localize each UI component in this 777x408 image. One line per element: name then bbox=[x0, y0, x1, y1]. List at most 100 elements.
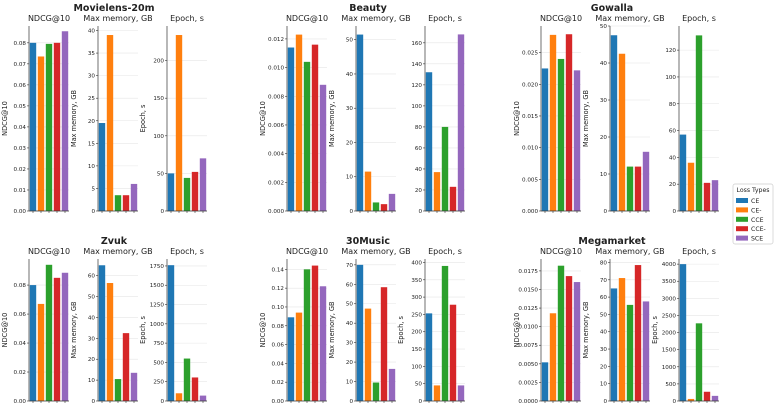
bar-CCE bbox=[45, 43, 53, 211]
bar-CE bbox=[541, 362, 549, 401]
y-tick-label: 100 bbox=[411, 364, 422, 370]
bar-CE bbox=[287, 47, 295, 211]
bar-SCE bbox=[573, 70, 581, 212]
y-tick-label: 80 bbox=[669, 102, 677, 108]
bar-CCE- bbox=[380, 287, 388, 401]
y-tick-label: 500 bbox=[665, 382, 676, 388]
bar-CCE bbox=[303, 61, 311, 211]
bar-CE- bbox=[433, 172, 441, 211]
y-axis-label: Epoch, s bbox=[651, 316, 659, 344]
subplot-13: 0 10 20 30 40 50 60 70 Max memory, GB Max memory,… bbox=[328, 247, 411, 405]
subplot-17: 0 500 1000 1500 2000 2500 3000 3500 4000 Epoch, s… bbox=[651, 247, 719, 405]
y-tick-label: 40 bbox=[346, 72, 354, 78]
y-tick-label: 30 bbox=[346, 341, 354, 347]
y-tick-label: 120 bbox=[665, 48, 676, 54]
y-tick-label: 0.05 bbox=[14, 104, 27, 110]
bar-SCE bbox=[388, 368, 396, 401]
subplot-title: Epoch, s bbox=[170, 14, 204, 23]
bar-CE- bbox=[364, 171, 372, 211]
y-tick-label: 350 bbox=[411, 278, 422, 284]
bar-SCE bbox=[711, 180, 719, 211]
subplot-title: NDCG@10 bbox=[540, 247, 582, 256]
subplot-6: 0.000 0.005 0.010 0.015 0.020 0.025 NDCG@10 NDC… bbox=[513, 14, 582, 215]
subplot-title: NDCG@10 bbox=[286, 247, 328, 256]
y-tick-label: 50 bbox=[600, 24, 608, 30]
bar-CCE- bbox=[122, 195, 130, 211]
bar-CCE bbox=[626, 166, 634, 211]
y-tick-label: 20 bbox=[600, 135, 608, 141]
bar-SCE bbox=[388, 193, 396, 211]
y-tick-label: 0 bbox=[418, 399, 422, 405]
bar-CCE- bbox=[191, 377, 199, 401]
y-tick-label: 60 bbox=[669, 129, 677, 135]
bar-CCE- bbox=[449, 304, 457, 401]
bar-CCE- bbox=[634, 166, 642, 211]
y-tick-label: 0.0125 bbox=[518, 306, 538, 312]
subplot-title: Max memory, GB bbox=[83, 247, 152, 256]
y-tick-label: 0.0150 bbox=[518, 287, 538, 293]
subplot-title: NDCG@10 bbox=[28, 247, 70, 256]
bar-SCE bbox=[199, 395, 207, 401]
subplot-16: 0 10 20 30 40 50 60 70 80 Max memory, GB Max memor… bbox=[582, 247, 665, 405]
y-tick-label: 300 bbox=[411, 295, 422, 301]
bar-CE bbox=[98, 265, 106, 401]
bar-CE bbox=[98, 123, 106, 211]
legend-label: CCE bbox=[751, 217, 764, 224]
bar-SCE bbox=[457, 34, 465, 212]
y-tick-label: 60 bbox=[346, 282, 354, 288]
y-tick-label: 0.08 bbox=[272, 324, 285, 330]
y-tick-label: 70 bbox=[600, 278, 608, 284]
bar-SCE bbox=[711, 395, 719, 401]
y-tick-label: 0.02 bbox=[272, 380, 284, 386]
bar-CCE bbox=[695, 323, 703, 401]
y-tick-label: 1250 bbox=[150, 303, 165, 309]
y-tick-label: 30 bbox=[600, 347, 608, 353]
bar-CE bbox=[425, 313, 433, 401]
y-tick-label: 80 bbox=[415, 125, 423, 131]
bar-SCE bbox=[199, 158, 207, 211]
bar-CCE- bbox=[634, 265, 642, 401]
bar-CCE- bbox=[449, 186, 457, 211]
y-tick-label: 0.04 bbox=[272, 361, 285, 367]
dataset-title-movielens: Movielens-20m bbox=[73, 3, 154, 14]
bar-CE- bbox=[687, 398, 695, 401]
legend-label: CCE- bbox=[751, 226, 766, 233]
subplot-title: Epoch, s bbox=[428, 14, 462, 23]
subplot-title: Epoch, s bbox=[428, 247, 462, 256]
bar-CCE bbox=[45, 264, 53, 401]
bar-CCE bbox=[183, 358, 191, 401]
y-tick-label: 35 bbox=[88, 51, 96, 57]
bar-CCE bbox=[557, 58, 565, 211]
legend-label: CE- bbox=[751, 207, 761, 214]
y-axis-label: Max memory, GB bbox=[582, 89, 590, 147]
y-tick-label: 0.000 bbox=[268, 209, 284, 215]
subplot-2: 0 50 100 150 200 Epoch, s Epoch, s bbox=[139, 14, 207, 215]
y-tick-label: 0.04 bbox=[14, 341, 27, 347]
y-tick-label: 40 bbox=[415, 167, 423, 173]
y-tick-label: 0.04 bbox=[14, 125, 27, 131]
y-tick-label: 80 bbox=[600, 260, 608, 266]
y-tick-label: 30 bbox=[88, 336, 96, 342]
bar-CE- bbox=[549, 34, 557, 212]
bar-CE bbox=[287, 317, 295, 401]
y-tick-label: 250 bbox=[411, 312, 422, 318]
y-tick-label: 0.0050 bbox=[518, 362, 538, 368]
y-tick-label: 1750 bbox=[150, 264, 165, 270]
y-tick-label: 10 bbox=[346, 175, 354, 181]
y-tick-label: 0.12 bbox=[272, 286, 284, 292]
bar-CE bbox=[29, 42, 37, 212]
dataset-title-megamarket: Megamarket bbox=[578, 236, 646, 247]
y-tick-label: 1000 bbox=[150, 322, 165, 328]
bar-CE bbox=[679, 264, 687, 401]
y-axis-label: NDCG@10 bbox=[1, 313, 9, 348]
y-tick-label: 0 bbox=[349, 399, 353, 405]
y-tick-label: 10 bbox=[346, 380, 354, 386]
bar-SCE bbox=[642, 151, 650, 211]
y-axis-label: NDCG@10 bbox=[513, 313, 521, 348]
y-tick-label: 100 bbox=[153, 134, 164, 140]
bar-CCE- bbox=[565, 276, 573, 401]
y-tick-label: 30 bbox=[346, 106, 354, 112]
y-tick-label: 40 bbox=[88, 29, 96, 35]
bar-CE- bbox=[37, 303, 45, 401]
